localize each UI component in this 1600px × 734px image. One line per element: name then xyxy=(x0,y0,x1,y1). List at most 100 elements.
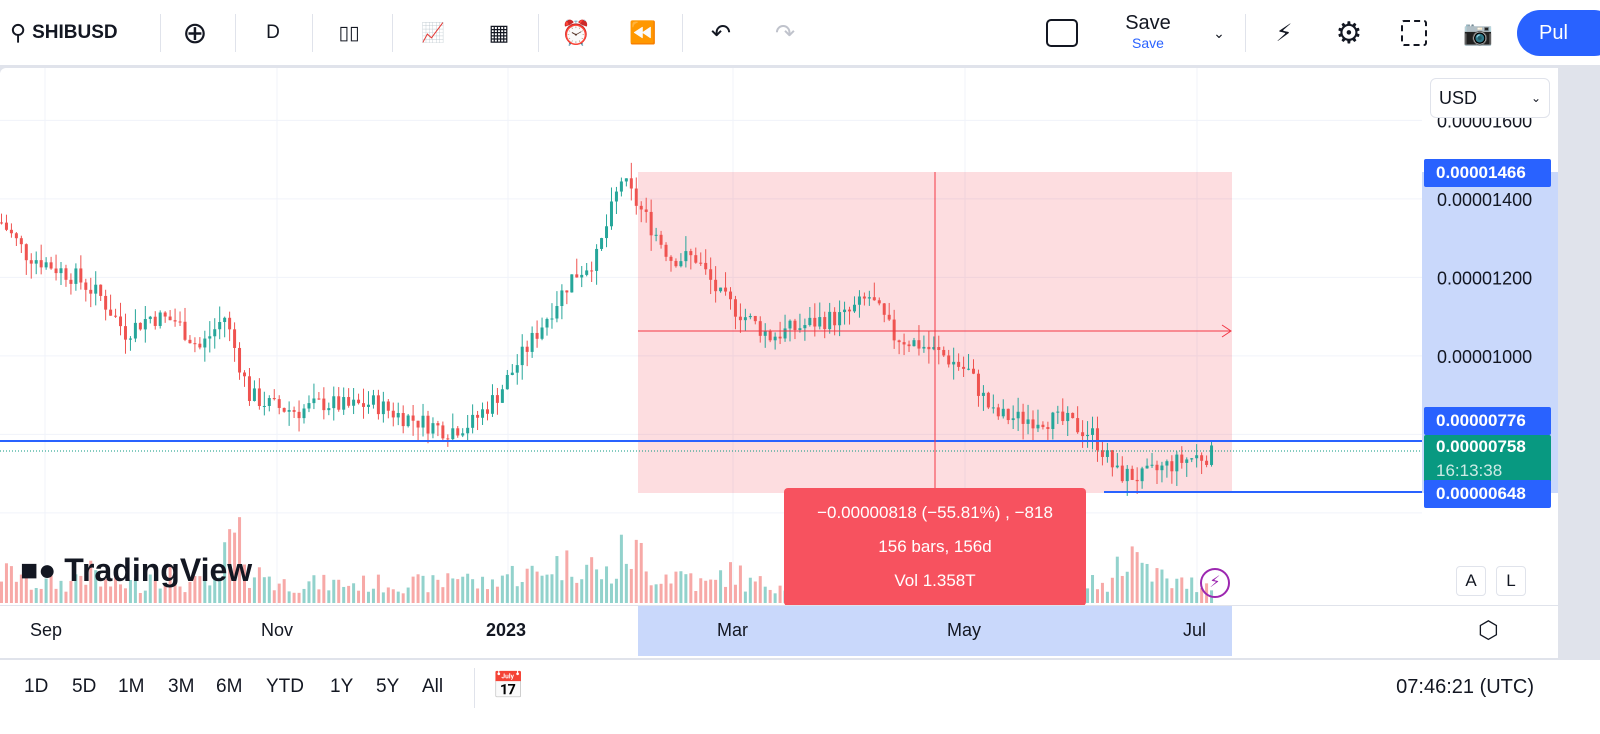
volume-bar xyxy=(158,588,162,603)
symbol-search[interactable]: ⚲ SHIBUSD xyxy=(10,20,118,45)
candle-body xyxy=(391,410,395,418)
undo-icon[interactable]: ↶ xyxy=(710,19,732,47)
candle-body xyxy=(168,316,172,321)
candle-body xyxy=(218,322,222,330)
tradingview-logo[interactable]: ■● TradingView xyxy=(20,552,253,588)
candle-body xyxy=(128,338,132,340)
volume-bar xyxy=(1155,568,1159,603)
candle-body xyxy=(917,340,921,349)
layouts-icon[interactable]: ▦ xyxy=(488,20,510,45)
candle-body xyxy=(143,319,147,330)
candle-body xyxy=(867,297,871,299)
volume-bar xyxy=(441,587,445,603)
volume-bar xyxy=(679,571,683,603)
log-scale-button[interactable]: L xyxy=(1496,566,1526,596)
candle-body xyxy=(44,262,48,268)
candle-body xyxy=(198,343,202,348)
publish-button[interactable]: Pul xyxy=(1517,10,1600,56)
candle-body xyxy=(1066,412,1070,422)
currency-select[interactable]: USD ⌄ xyxy=(1430,78,1550,118)
candle-body xyxy=(1125,468,1129,482)
candle-body xyxy=(466,427,470,434)
candle-body xyxy=(768,331,772,341)
redo-icon[interactable]: ↷ xyxy=(774,19,796,47)
candle-body xyxy=(366,404,370,407)
candle-body xyxy=(674,260,678,267)
lightning-icon[interactable]: ⚡ xyxy=(1200,568,1230,598)
candle-body xyxy=(649,211,653,236)
candle-body xyxy=(1190,458,1194,460)
fullscreen-icon[interactable] xyxy=(1396,14,1432,52)
volume-bar xyxy=(312,575,316,603)
volume-bar xyxy=(292,592,296,603)
candle-body xyxy=(515,365,519,373)
volume-bar xyxy=(49,575,53,603)
range-button-5y[interactable]: 5Y xyxy=(376,676,400,697)
candle-body xyxy=(624,178,628,182)
range-button-5d[interactable]: 5D xyxy=(72,676,97,697)
candle-body xyxy=(957,361,961,367)
add-symbol-icon[interactable]: ⊕ xyxy=(182,16,208,50)
price-label-measure-top: 0.00001466 xyxy=(1424,159,1551,187)
gear-icon[interactable]: ⚙ xyxy=(1335,16,1363,50)
candle-body xyxy=(1120,465,1124,482)
volume-bar xyxy=(243,564,246,603)
range-button-3m[interactable]: 3M xyxy=(168,676,195,697)
candle-body xyxy=(490,395,494,414)
candle-body xyxy=(14,233,18,239)
volume-bar xyxy=(619,534,623,603)
time-axis[interactable]: Sep Nov 2023 Mar May Jul ⬡ xyxy=(0,605,1558,656)
range-button-6m[interactable]: 6M xyxy=(216,676,243,697)
volume-bar xyxy=(183,592,187,603)
candle-body xyxy=(213,329,217,337)
volume-bar xyxy=(669,583,673,603)
volume-bar xyxy=(505,574,509,603)
candle-body xyxy=(1205,460,1209,465)
range-button-all[interactable]: All xyxy=(422,676,444,697)
candle-body xyxy=(570,274,574,293)
candle-body xyxy=(550,318,554,320)
candle-body xyxy=(228,317,232,330)
volume-bar xyxy=(699,578,703,603)
range-button-1y[interactable]: 1Y xyxy=(330,676,354,697)
time-tick: Jul xyxy=(1183,620,1207,640)
candle-body xyxy=(619,181,623,192)
candle-body xyxy=(19,238,23,245)
volume-bar xyxy=(530,565,534,603)
auto-scale-button[interactable]: A xyxy=(1456,566,1486,596)
save-button[interactable]: Save Save xyxy=(1125,12,1171,51)
volume-bar xyxy=(381,592,385,603)
chart-pane[interactable]: 0.00001600 0.00001400 0.00001200 0.00001000… xyxy=(0,68,1558,658)
alert-icon[interactable]: ⏰ xyxy=(561,19,591,47)
volume-bar xyxy=(421,575,425,603)
layout-box-icon[interactable] xyxy=(1044,14,1080,52)
replay-icon[interactable]: ⏪ xyxy=(629,20,657,45)
settings-eye-icon[interactable]: ⬡ xyxy=(1478,617,1499,644)
clock[interactable]: 07:46:21 (UTC) xyxy=(1396,676,1534,698)
calendar-icon[interactable]: 📅 xyxy=(492,670,525,700)
camera-icon[interactable]: 📷 xyxy=(1463,19,1493,47)
range-button-ytd[interactable]: YTD xyxy=(266,676,304,697)
candle-body xyxy=(1155,464,1159,471)
candles-icon[interactable]: ▯▯ xyxy=(338,22,360,44)
volume-bar xyxy=(332,579,336,603)
quick-search-icon[interactable]: ⚡ xyxy=(1275,19,1293,47)
range-button-1m[interactable]: 1M xyxy=(118,676,145,697)
candle-body xyxy=(778,336,782,339)
candle-body xyxy=(981,392,985,396)
range-button-1d[interactable]: 1D xyxy=(24,676,49,697)
candle-body xyxy=(565,290,569,293)
indicators-icon[interactable]: 📈 xyxy=(421,23,445,44)
candle-body xyxy=(114,315,118,317)
volume-bar xyxy=(1110,577,1114,603)
candle-body xyxy=(773,336,777,341)
chevron-down-icon[interactable]: ⌄ xyxy=(1213,24,1225,41)
volume-bar xyxy=(347,585,351,603)
volume-bar xyxy=(1175,578,1179,603)
interval-button[interactable]: D xyxy=(266,22,280,43)
candle-body xyxy=(595,248,599,271)
volume-bar xyxy=(411,576,415,603)
candle-body xyxy=(1115,465,1119,468)
volume-bar xyxy=(153,580,157,603)
volume-bar xyxy=(44,578,48,603)
